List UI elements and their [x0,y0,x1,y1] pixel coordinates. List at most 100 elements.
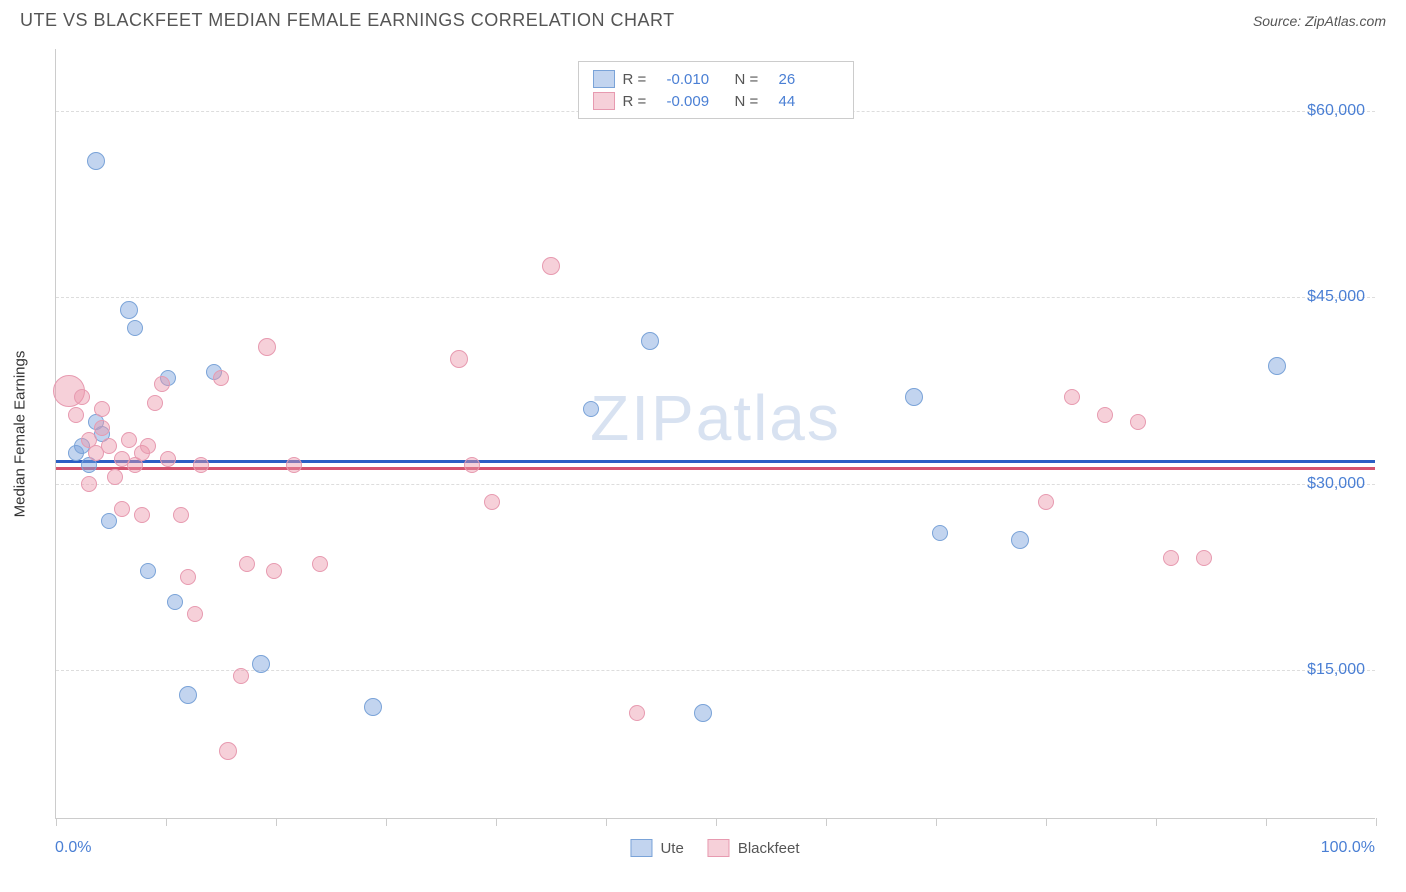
legend-n-label: N = [735,93,771,110]
legend-correlation: R = -0.010 N = 26 R = -0.009 N = 44 [578,61,854,119]
x-tick [606,818,607,826]
data-point [167,594,183,610]
x-tick [496,818,497,826]
data-point [134,507,150,523]
data-point [173,507,189,523]
data-point [147,395,163,411]
legend-label: Ute [660,840,683,857]
data-point [114,501,130,517]
data-point [1064,389,1080,405]
legend-series: Ute Blackfeet [630,839,799,857]
chart-header: UTE VS BLACKFEET MEDIAN FEMALE EARNINGS … [10,10,1396,39]
data-point [252,655,270,673]
legend-n-value: 26 [779,71,839,88]
data-point [127,320,143,336]
chart-title: UTE VS BLACKFEET MEDIAN FEMALE EARNINGS … [20,10,675,31]
data-point [179,686,197,704]
legend-swatch [593,92,615,110]
legend-swatch [630,839,652,857]
data-point [154,376,170,392]
data-point [364,698,382,716]
data-point [87,152,105,170]
x-tick [936,818,937,826]
data-point [1196,550,1212,566]
data-point [68,407,84,423]
data-point [213,370,229,386]
y-tick-label: $30,000 [1307,475,1365,493]
legend-n-value: 44 [779,93,839,110]
x-tick [386,818,387,826]
legend-item: Ute [630,839,683,857]
data-point [239,556,255,572]
legend-r-value: -0.009 [667,93,727,110]
legend-swatch [593,70,615,88]
legend-row: R = -0.010 N = 26 [593,68,839,90]
data-point [81,476,97,492]
legend-label: Blackfeet [738,840,800,857]
data-point [233,668,249,684]
data-point [464,457,480,473]
data-point [450,350,468,368]
data-point [641,332,659,350]
x-tick [1266,818,1267,826]
data-point [258,338,276,356]
data-point [121,432,137,448]
data-point [583,401,599,417]
legend-row: R = -0.009 N = 44 [593,90,839,112]
data-point [94,420,110,436]
data-point [101,513,117,529]
data-point [101,438,117,454]
data-point [1097,407,1113,423]
x-tick [276,818,277,826]
chart-source: Source: ZipAtlas.com [1253,13,1386,29]
plot-box: ZIPatlas R = -0.010 N = 26 R = -0.009 N = 44 $1… [55,49,1375,819]
data-point [286,457,302,473]
x-axis-label-max: 100.0% [1321,839,1375,857]
data-point [94,401,110,417]
legend-n-label: N = [735,71,771,88]
legend-r-value: -0.010 [667,71,727,88]
data-point [187,606,203,622]
y-tick-label: $45,000 [1307,288,1365,306]
legend-swatch [708,839,730,857]
y-tick-label: $15,000 [1307,661,1365,679]
gridline [56,297,1375,298]
x-tick [56,818,57,826]
data-point [140,563,156,579]
data-point [266,563,282,579]
data-point [932,525,948,541]
legend-r-label: R = [623,93,659,110]
data-point [1268,357,1286,375]
data-point [180,569,196,585]
data-point [542,257,560,275]
legend-r-label: R = [623,71,659,88]
data-point [107,469,123,485]
trendline-ute [56,460,1375,463]
x-tick [166,818,167,826]
data-point [905,388,923,406]
data-point [1038,494,1054,510]
chart-area: Median Female Earnings ZIPatlas R =-0.01… [30,39,1400,829]
trendline-blackfeet [56,467,1375,470]
data-point [484,494,500,510]
data-point [312,556,328,572]
y-tick-label: $60,000 [1307,102,1365,120]
data-point [140,438,156,454]
data-point [160,451,176,467]
watermark: ZIPatlas [590,381,841,455]
data-point [193,457,209,473]
legend-item: Blackfeet [708,839,800,857]
data-point [694,704,712,722]
data-point [1011,531,1029,549]
x-tick [1376,818,1377,826]
x-axis-label-min: 0.0% [55,839,91,857]
x-tick [1156,818,1157,826]
y-axis-title: Median Female Earnings [12,351,29,518]
x-tick [826,818,827,826]
data-point [219,742,237,760]
data-point [1163,550,1179,566]
data-point [1130,414,1146,430]
x-tick [716,818,717,826]
x-tick [1046,818,1047,826]
data-point [629,705,645,721]
